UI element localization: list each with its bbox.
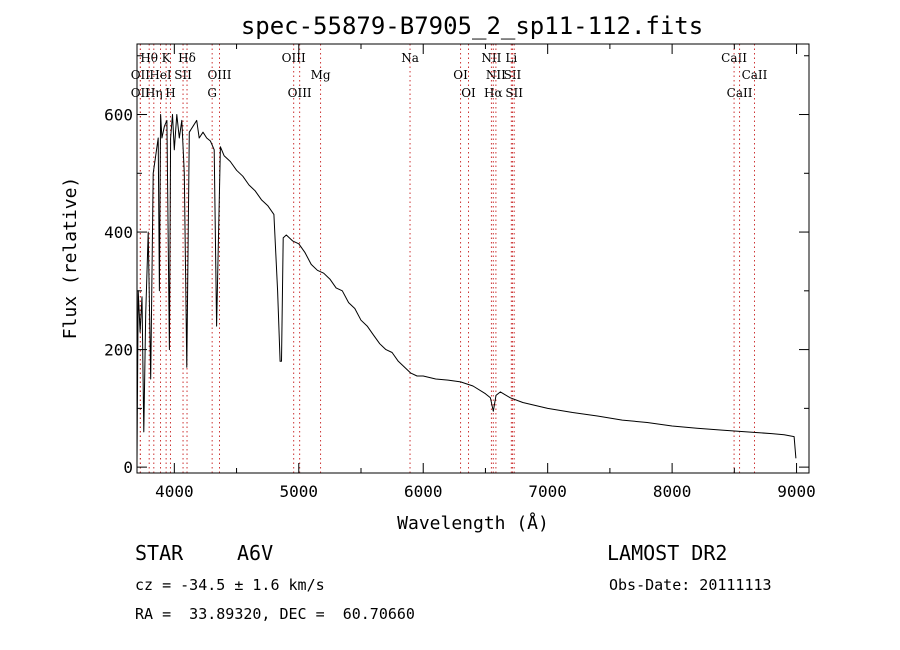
x-axis-label: Wavelength (Å) (397, 512, 549, 534)
line-marker-label-6: SII (174, 68, 192, 82)
line-marker-label-22: SII (505, 86, 523, 100)
line-marker-label-8: Hδ (178, 51, 196, 65)
y-tick-label-1: 200 (104, 341, 133, 360)
line-marker-label-1: OII (131, 68, 151, 82)
data-layer (136, 114, 797, 462)
x-tick-label-1: 5000 (280, 482, 319, 501)
line-marker-label-15: OI (453, 68, 468, 82)
line-marker-label-24: CaII (742, 68, 768, 82)
line-marker-label-21: Hα (484, 86, 503, 100)
y-tick-label-0: 0 (123, 458, 133, 477)
line-marker-label-9: OIII (207, 68, 231, 82)
line-marker-label-10: G (207, 86, 217, 100)
line-marker-label-16: OI (461, 86, 476, 100)
line-marker-label-19: NII (486, 68, 506, 82)
chart-title: spec-55879-B7905_2_sp11-112.fits (241, 12, 703, 40)
line-marker-label-17: NII (481, 51, 501, 65)
line-marker-label-20: SII (504, 68, 522, 82)
x-tick-label-2: 6000 (404, 482, 443, 501)
line-marker-label-0: Hθ (140, 51, 158, 65)
line-markers: HθOIIOIIHηHeIKSIIHHδOIIIGOIIIOIIIMgNaOIO… (131, 44, 768, 473)
line-marker-label-18: Li (505, 51, 517, 65)
axis-ticks: 4000 5000 6000 7000 8000 9000 0 200 400 600 (104, 44, 816, 501)
survey-name: LAMOST DR2 (607, 541, 728, 565)
line-marker-label-2: OII (131, 86, 151, 100)
line-marker-label-25: CaII (727, 86, 753, 100)
x-tick-label-4: 8000 (653, 482, 692, 501)
line-marker-label-11: OIII (282, 51, 306, 65)
line-marker-label-23: CaII (721, 51, 747, 65)
object-class: STAR (135, 541, 184, 565)
x-tick-label-5: 9000 (777, 482, 816, 501)
plot-frame (136, 43, 810, 474)
obs-date: Obs-Date: 20111113 (609, 576, 772, 594)
line-marker-label-5: K (162, 51, 172, 65)
y-tick-label-2: 400 (104, 223, 133, 242)
line-marker-label-3: Hη (145, 86, 163, 100)
line-marker-label-14: Na (401, 51, 419, 65)
subclass: A6V (237, 541, 274, 565)
x-tick-label-0: 4000 (155, 482, 194, 501)
spectrum-line-0 (136, 114, 797, 462)
y-tick-label-3: 600 (104, 106, 133, 125)
line-marker-label-4: HeI (149, 68, 172, 82)
line-marker-label-13: Mg (311, 68, 331, 82)
line-marker-label-7: H (165, 86, 175, 100)
redshift-cz: cz = -34.5 ± 1.6 km/s (135, 576, 325, 594)
coordinates: RA = 33.89320, DEC = 60.70660 (135, 605, 415, 623)
x-tick-label-3: 7000 (528, 482, 567, 501)
y-axis-label: Flux (relative) (60, 177, 81, 340)
line-marker-label-12: OIII (288, 86, 312, 100)
